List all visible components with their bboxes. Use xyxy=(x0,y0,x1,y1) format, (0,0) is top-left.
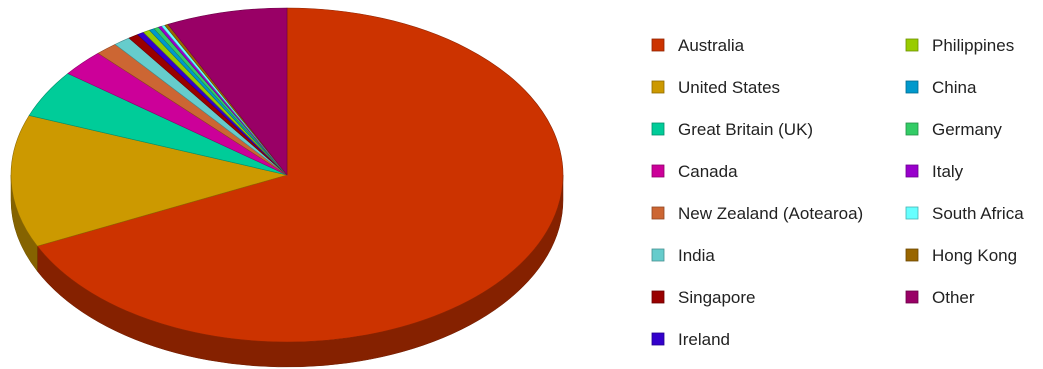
legend-swatch xyxy=(651,332,665,346)
legend-swatch xyxy=(905,164,919,178)
legend-item[interactable]: Canada xyxy=(651,162,738,181)
legend-swatch xyxy=(651,248,665,262)
legend-label: India xyxy=(678,246,715,265)
legend-item[interactable]: Other xyxy=(905,288,975,307)
legend-label: Philippines xyxy=(932,36,1014,55)
legend-swatch xyxy=(651,122,665,136)
legend-swatch xyxy=(905,248,919,262)
legend-item[interactable]: New Zealand (Aotearoa) xyxy=(651,204,863,223)
legend: Australia United States Great Britain (UK)… xyxy=(651,36,1024,349)
legend-label: Hong Kong xyxy=(932,246,1017,265)
legend-label: Italy xyxy=(932,162,964,181)
legend-swatch xyxy=(905,290,919,304)
legend-item[interactable]: South Africa xyxy=(905,204,1024,223)
legend-item[interactable]: India xyxy=(651,246,715,265)
legend-item[interactable]: United States xyxy=(651,78,780,97)
legend-item[interactable]: Italy xyxy=(905,162,964,181)
legend-label: Canada xyxy=(678,162,738,181)
legend-label: South Africa xyxy=(932,204,1024,223)
legend-swatch xyxy=(905,206,919,220)
legend-swatch xyxy=(651,38,665,52)
pie-slice-0[interactable] xyxy=(36,7,564,343)
legend-swatch xyxy=(651,80,665,94)
legend-label: China xyxy=(932,78,977,97)
legend-swatch xyxy=(651,164,665,178)
legend-label: Great Britain (UK) xyxy=(678,120,813,139)
legend-swatch xyxy=(651,290,665,304)
legend-item[interactable]: Germany xyxy=(905,120,1002,139)
legend-item[interactable]: Hong Kong xyxy=(905,246,1017,265)
legend-swatch xyxy=(651,206,665,220)
legend-item[interactable]: Ireland xyxy=(651,330,730,349)
legend-item[interactable]: Australia xyxy=(651,36,745,55)
pie-slice-14[interactable] xyxy=(167,7,288,176)
legend-label: Germany xyxy=(932,120,1002,139)
legend-label: Ireland xyxy=(678,330,730,349)
legend-label: Australia xyxy=(678,36,745,55)
legend-label: New Zealand (Aotearoa) xyxy=(678,204,863,223)
legend-swatch xyxy=(905,122,919,136)
legend-label: Other xyxy=(932,288,975,307)
pie-slice-1[interactable] xyxy=(10,115,288,247)
legend-swatch xyxy=(905,80,919,94)
legend-swatch xyxy=(905,38,919,52)
legend-item[interactable]: Singapore xyxy=(651,288,756,307)
legend-label: United States xyxy=(678,78,780,97)
legend-item[interactable]: China xyxy=(905,78,977,97)
legend-item[interactable]: Philippines xyxy=(905,36,1014,55)
legend-label: Singapore xyxy=(678,288,756,307)
legend-item[interactable]: Great Britain (UK) xyxy=(651,120,813,139)
pie-area xyxy=(10,7,564,368)
